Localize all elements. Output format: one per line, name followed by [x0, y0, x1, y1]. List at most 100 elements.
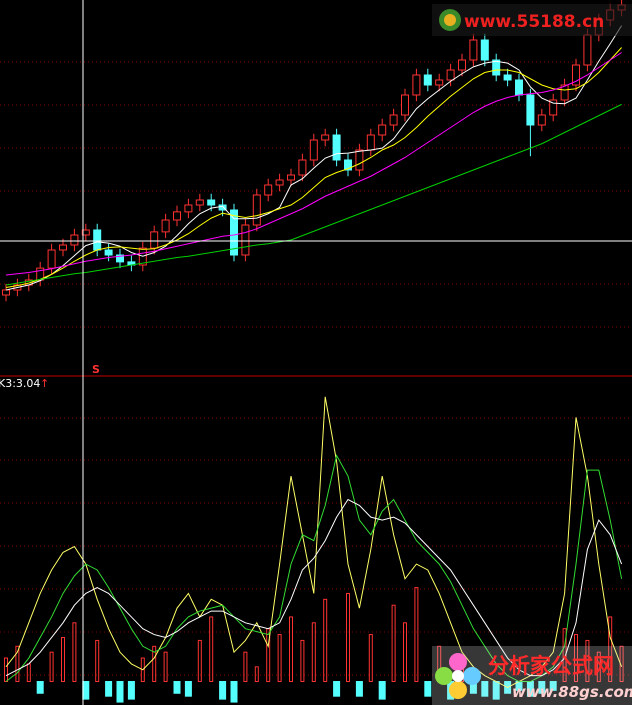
indicator-bar — [116, 681, 124, 703]
candle-body — [104, 249, 113, 256]
candle-body — [218, 204, 227, 211]
candle-body — [241, 224, 250, 256]
indicator-line — [5, 47, 622, 288]
signal-label: S — [92, 363, 100, 376]
candle-body — [435, 79, 444, 86]
indicator-bar — [549, 681, 557, 691]
candle-body — [355, 149, 364, 171]
candle-body — [560, 84, 569, 101]
indicator-bar — [219, 681, 227, 700]
indicator-bar — [95, 639, 100, 683]
indicator-bar — [378, 681, 386, 700]
indicator-bar — [538, 681, 546, 694]
indicator-bar — [311, 622, 316, 683]
candle-body — [298, 159, 307, 176]
candle-body — [195, 199, 204, 206]
indicator-bar — [61, 636, 65, 683]
candle-body — [423, 74, 432, 86]
candle-body — [526, 94, 535, 126]
candle-body — [366, 134, 375, 151]
indicator-bar — [424, 681, 432, 697]
indicator-panel — [4, 396, 624, 703]
candle-body — [480, 39, 489, 61]
indicator-bar — [36, 681, 44, 694]
indicator-bar — [173, 681, 181, 694]
indicator-bar — [596, 651, 601, 683]
candle-body — [252, 194, 261, 226]
indicator-bar — [346, 592, 350, 683]
candle-body — [537, 114, 546, 126]
logo-petal — [449, 681, 467, 699]
indicator-line — [5, 498, 623, 677]
indicator-bar — [184, 681, 192, 697]
indicator-bar — [300, 639, 305, 683]
indicator-bar — [574, 634, 578, 683]
indicator-bar — [254, 666, 259, 683]
candle-body — [446, 69, 455, 81]
watermark-bottom: 分析家公式网 www.88gs.com — [432, 646, 632, 705]
watermark-title: 分析家公式网 — [488, 654, 614, 678]
candle-body — [515, 79, 523, 96]
logo-petal — [463, 667, 481, 685]
indicator-line — [5, 454, 623, 683]
indicator-bar — [403, 622, 407, 683]
indicator-bar — [197, 639, 202, 683]
candle-body — [81, 229, 90, 236]
candle-body — [344, 159, 352, 171]
indicator-bar — [163, 651, 168, 683]
indicator-bar — [127, 681, 135, 700]
watermark-bg — [432, 4, 632, 36]
candle-body — [93, 229, 102, 251]
candle-body — [309, 139, 318, 161]
candle-body — [549, 99, 558, 116]
candle-body — [2, 289, 10, 296]
indicator-bar — [585, 639, 590, 683]
candle-body — [572, 64, 580, 86]
candle-body — [275, 179, 284, 186]
indicator-bar — [209, 616, 214, 683]
indicator-bar — [368, 634, 373, 683]
indicator-bar — [323, 598, 328, 683]
candle-body — [264, 184, 273, 196]
candle-body — [389, 114, 398, 126]
indicator-bar — [608, 616, 613, 683]
indicator-bar — [140, 657, 145, 683]
logo-center — [452, 670, 464, 682]
indicator-bar — [414, 587, 419, 683]
candle-body — [503, 74, 512, 81]
candle-body — [287, 174, 295, 181]
watermark-text: www.55188.cn — [464, 12, 604, 32]
candle-body — [583, 34, 592, 66]
watermark-top: www.55188.cn — [432, 4, 632, 36]
indicator-bar — [289, 616, 293, 683]
candle-body — [378, 124, 387, 136]
indicator-title: K3:3.04 — [0, 377, 40, 390]
indicator-bar — [230, 681, 238, 703]
candle-body — [332, 134, 341, 161]
indicator-line — [5, 103, 622, 286]
indicator-line — [5, 52, 622, 276]
indicator-line — [5, 25, 623, 291]
price-panel — [2, 0, 626, 302]
indicator-bar — [277, 634, 282, 683]
indicator-bar — [72, 622, 77, 683]
candle-body — [161, 219, 170, 233]
indicator-bar — [152, 645, 157, 683]
candle-body — [321, 134, 330, 141]
watermark-url: www.88gs.com — [512, 683, 632, 701]
indicator-bar — [355, 681, 363, 697]
candle-body — [116, 254, 124, 263]
candle-body — [230, 209, 238, 256]
candle-body — [492, 59, 501, 76]
indicator-bar — [26, 663, 31, 683]
indicator-bar — [243, 651, 248, 683]
candle-body — [458, 59, 466, 71]
candle-body — [36, 267, 45, 281]
candle-body — [207, 199, 216, 206]
candle-body — [469, 39, 478, 61]
candle-body — [59, 244, 67, 251]
indicator-bar — [82, 681, 90, 700]
candle-body — [173, 211, 181, 221]
indicator-bar — [15, 645, 20, 683]
